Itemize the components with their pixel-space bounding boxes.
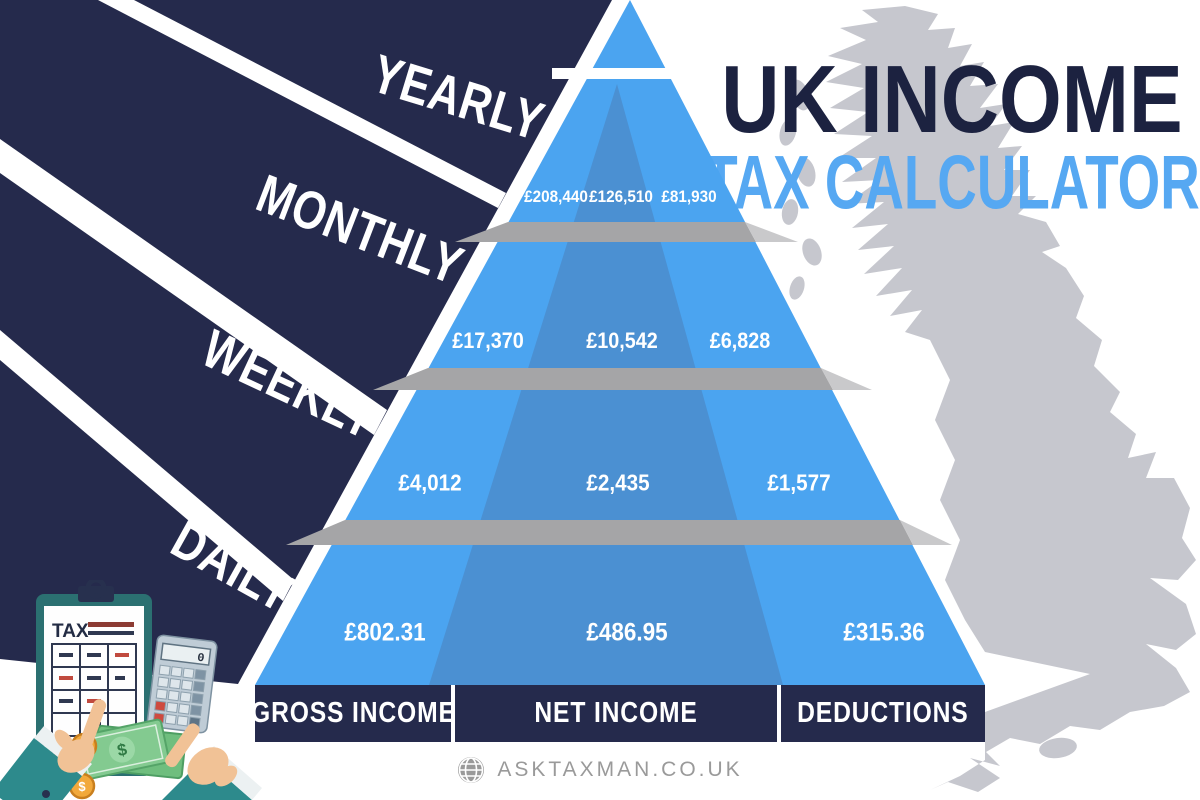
svg-text:$: $: [78, 779, 86, 794]
column-header-deductions: DEDUCTIONS: [781, 685, 985, 742]
svg-text:0: 0: [196, 651, 205, 666]
ribbon-gap-3: [0, 330, 294, 601]
value-daily-deductions: £315.36: [843, 618, 925, 647]
tax-illustration: TAX 0: [0, 580, 262, 800]
value-yearly-deductions: £81,930: [661, 187, 717, 206]
pointing-hand-right-icon: [162, 723, 262, 800]
pointing-hand-left-icon: [0, 699, 107, 800]
title-tax-calculator: TAX CALCULATOR: [704, 140, 1200, 226]
value-weekly-net: £2,435: [586, 469, 650, 496]
column-header-net-income-label: NET INCOME: [534, 697, 698, 729]
column-header-deductions-label: DEDUCTIONS: [797, 697, 969, 729]
column-header-net-income: NET INCOME: [455, 685, 777, 742]
svg-text:$: $: [115, 740, 129, 761]
value-weekly-gross: £4,012: [398, 469, 462, 496]
capstone-gap: [552, 68, 708, 79]
value-monthly-deductions: £6,828: [709, 328, 771, 353]
value-monthly-gross: £17,370: [452, 328, 524, 353]
banknotes-icon: $: [74, 718, 187, 781]
period-ribbons: [0, 0, 612, 684]
value-yearly-net: £126,510: [589, 187, 653, 206]
ribbon-gap-2: [0, 139, 387, 435]
column-header-gross-income-label: GROSS INCOME: [250, 697, 456, 729]
website-text: ASKTAXMAN.CO.UK: [497, 758, 743, 781]
globe-icon: [458, 757, 485, 783]
footer: ASKTAXMAN.CO.UK: [0, 756, 1200, 784]
tier-separators: [286, 222, 952, 545]
great-britain-shape: [826, 6, 1196, 792]
value-yearly-gross: £208,440: [524, 187, 588, 206]
column-header-gross-income: GROSS INCOME: [251, 685, 454, 742]
ribbon-gap-1: [98, 0, 506, 208]
title-uk-income: UK INCOME: [721, 46, 1183, 153]
calculator-icon: 0: [146, 634, 218, 734]
value-daily-gross: £802.31: [344, 618, 426, 647]
value-daily-net: £486.95: [586, 618, 668, 647]
value-weekly-deductions: £1,577: [767, 469, 831, 496]
value-monthly-net: £10,542: [586, 328, 658, 353]
tax-label: TAX: [52, 621, 89, 642]
